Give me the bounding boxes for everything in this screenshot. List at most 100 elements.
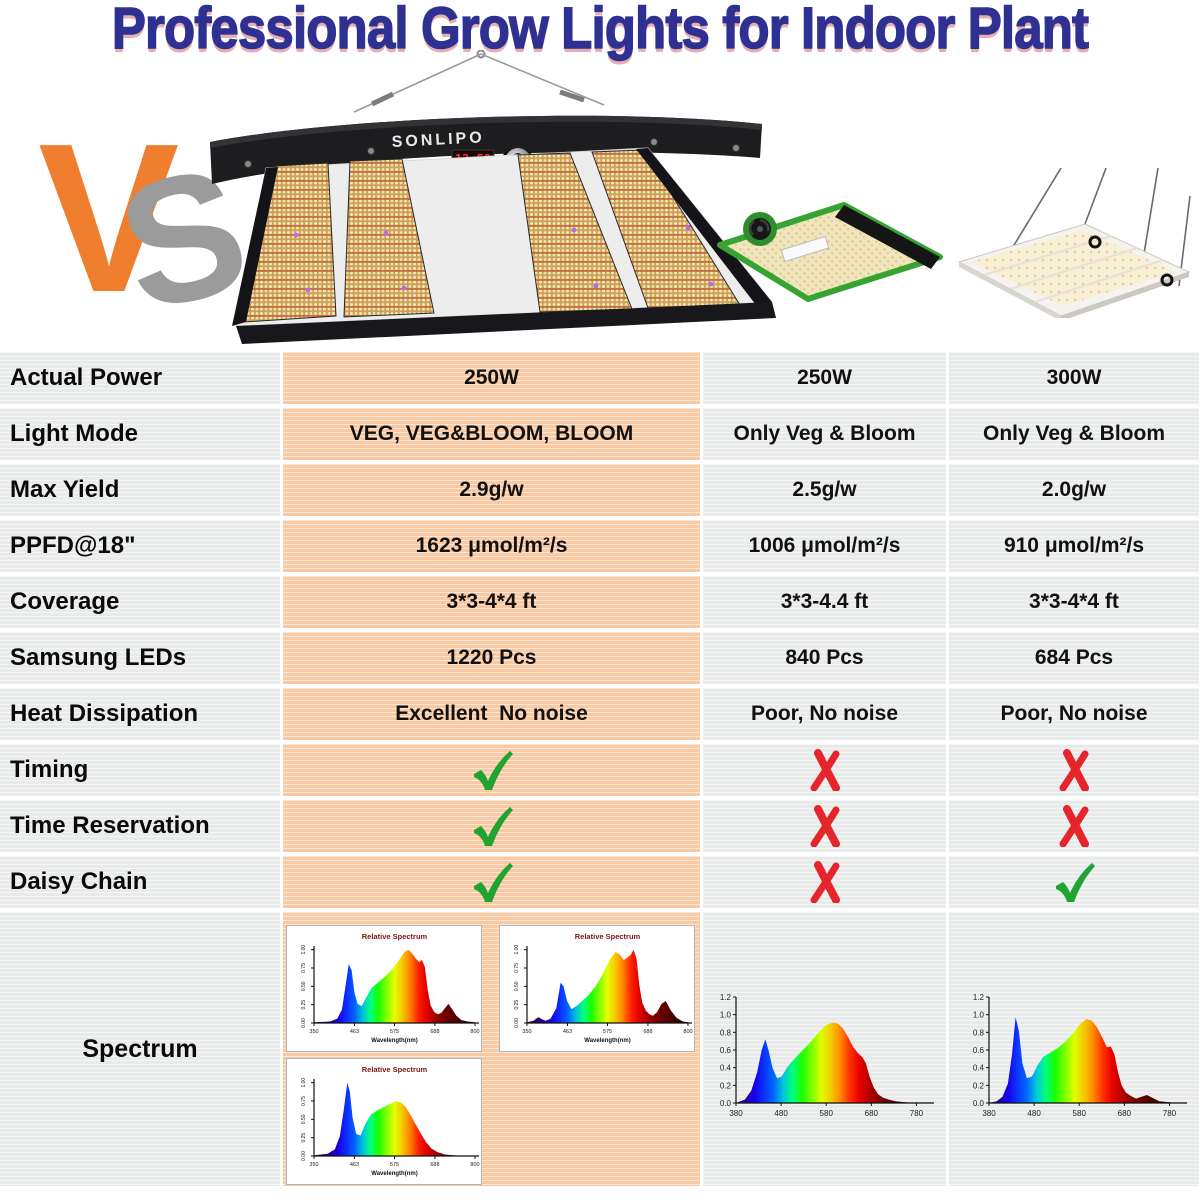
svg-text:350: 350 bbox=[309, 1029, 318, 1035]
cell-competitor-1-daisy-chain bbox=[703, 856, 946, 908]
cell-competitor-2-ppfd-18: 910 μmol/m²/s bbox=[949, 520, 1199, 572]
hook-icons bbox=[1088, 235, 1174, 287]
competitor-2-light-image bbox=[943, 167, 1198, 323]
svg-text:Wavelength(nm): Wavelength(nm) bbox=[371, 1171, 417, 1177]
cell-sonlipo-daisy-chain bbox=[283, 856, 700, 908]
svg-text:1.00: 1.00 bbox=[514, 945, 520, 955]
svg-text:1.0: 1.0 bbox=[720, 1011, 732, 1020]
cell-sonlipo-time-reservation bbox=[283, 800, 700, 852]
spectrum-chart-box: 0.00 0.25 0.50 0.75 1.00 350 463 575 688 800 Relat… bbox=[286, 925, 482, 1052]
bottom-rail bbox=[236, 302, 776, 344]
check-icon bbox=[473, 750, 513, 790]
svg-text:580: 580 bbox=[1073, 1109, 1087, 1118]
check-icon bbox=[473, 806, 513, 846]
led-bars bbox=[243, 149, 741, 323]
svg-text:580: 580 bbox=[820, 1109, 834, 1118]
cross-icon bbox=[1059, 805, 1089, 847]
competitor-2-spectrum: 0.0 0.2 0.4 0.6 0.8 1.0 1.2 380 480 580 680 780 bbox=[973, 993, 1187, 1118]
competitor-1-light-image bbox=[698, 183, 953, 323]
svg-text:1.0: 1.0 bbox=[973, 1011, 985, 1020]
row-label-heat-dissipation: Heat Dissipation bbox=[0, 688, 280, 740]
spec-label-sticker bbox=[780, 235, 830, 263]
row-label-samsung-leds: Samsung LEDs bbox=[0, 632, 280, 684]
vs-letter-v: V bbox=[38, 99, 180, 336]
driver-bar bbox=[835, 205, 940, 269]
svg-text:0.25: 0.25 bbox=[514, 1000, 520, 1010]
cross-icon bbox=[1059, 749, 1089, 791]
svg-text:680: 680 bbox=[1118, 1109, 1132, 1118]
cell-sonlipo-actual-power: 250W bbox=[283, 352, 700, 404]
svg-text:575: 575 bbox=[390, 1162, 399, 1168]
svg-text:0.4: 0.4 bbox=[973, 1064, 985, 1073]
screws bbox=[244, 138, 740, 168]
cell-competitor-2-samsung-leds: 684 Pcs bbox=[949, 632, 1199, 684]
spectrum-label: Spectrum bbox=[82, 1034, 198, 1063]
row-label-actual-power: Actual Power bbox=[0, 352, 280, 404]
svg-text:463: 463 bbox=[350, 1162, 359, 1168]
competitor-2-graphic bbox=[957, 167, 1191, 321]
sonlipo-veg-spectrum: 0.00 0.25 0.50 0.75 1.00 350 463 575 688 800 Relat… bbox=[287, 1059, 481, 1184]
svg-text:780: 780 bbox=[1163, 1109, 1177, 1118]
svg-text:0.75: 0.75 bbox=[301, 1096, 307, 1106]
svg-text:350: 350 bbox=[309, 1162, 318, 1168]
svg-text:1.2: 1.2 bbox=[720, 993, 732, 1002]
svg-text:575: 575 bbox=[390, 1029, 399, 1035]
svg-text:780: 780 bbox=[910, 1109, 924, 1118]
spectrum-label-cell: Spectrum bbox=[0, 912, 280, 1186]
svg-text:575: 575 bbox=[603, 1029, 612, 1035]
cell-competitor-1-light-mode: Only Veg & Bloom bbox=[703, 408, 946, 460]
panel-side-2 bbox=[1061, 272, 1189, 321]
row-label-light-mode: Light Mode bbox=[0, 408, 280, 460]
frame-left bbox=[232, 167, 278, 326]
spectrum-chart-box: 0.0 0.2 0.4 0.6 0.8 1.0 1.2 380 480 580 680 780 bbox=[710, 985, 938, 1130]
svg-text:688: 688 bbox=[643, 1029, 652, 1035]
row-label-daisy-chain: Daisy Chain bbox=[0, 856, 280, 908]
svg-text:0.2: 0.2 bbox=[973, 1081, 985, 1090]
svg-text:480: 480 bbox=[774, 1109, 788, 1118]
svg-text:380: 380 bbox=[982, 1109, 996, 1118]
svg-text:380: 380 bbox=[729, 1109, 743, 1118]
check-icon bbox=[1056, 862, 1095, 902]
cell-competitor-1-timing bbox=[703, 744, 946, 796]
housing-highlight bbox=[210, 115, 762, 148]
svg-text:0.6: 0.6 bbox=[720, 1046, 732, 1055]
row-label-time-reservation: Time Reservation bbox=[0, 800, 280, 852]
svg-text:0.50: 0.50 bbox=[301, 981, 307, 991]
cell-competitor-2-actual-power: 300W bbox=[949, 352, 1199, 404]
svg-text:0.6: 0.6 bbox=[973, 1046, 985, 1055]
svg-text:0.0: 0.0 bbox=[973, 1099, 985, 1108]
svg-text:0.75: 0.75 bbox=[514, 963, 520, 973]
cell-competitor-1-max-yield: 2.5g/w bbox=[703, 464, 946, 516]
competitor-1-spectrum: 0.0 0.2 0.4 0.6 0.8 1.0 1.2 380 480 580 680 780 bbox=[720, 993, 934, 1118]
svg-text:1.00: 1.00 bbox=[301, 945, 307, 955]
svg-text:0.2: 0.2 bbox=[720, 1081, 732, 1090]
competitor-1-graphic bbox=[717, 202, 943, 302]
uv-diodes bbox=[293, 225, 714, 293]
cross-icon bbox=[810, 805, 840, 847]
cell-sonlipo-ppfd-18: 1623 μmol/m²/s bbox=[283, 520, 700, 572]
svg-text:463: 463 bbox=[350, 1029, 359, 1035]
svg-text:Relative Spectrum: Relative Spectrum bbox=[362, 1065, 428, 1074]
cell-sonlipo-heat-dissipation: Excellent No noise bbox=[283, 688, 700, 740]
sonlipo-grow-light-image: SONLIPO 12:59 bbox=[196, 49, 776, 355]
svg-text:Relative Spectrum: Relative Spectrum bbox=[575, 932, 641, 941]
svg-text:0.25: 0.25 bbox=[301, 1133, 307, 1143]
cell-competitor-2-daisy-chain bbox=[949, 856, 1199, 908]
row-label-max-yield: Max Yield bbox=[0, 464, 280, 516]
svg-text:0.50: 0.50 bbox=[301, 1114, 307, 1124]
cell-sonlipo-light-mode: VEG, VEG&BLOOM, BLOOM bbox=[283, 408, 700, 460]
spectrum-sonlipo-cell: 0.00 0.25 0.50 0.75 1.00 350 463 575 688 800 Relat… bbox=[283, 912, 700, 1186]
check-icon bbox=[473, 862, 513, 902]
cell-competitor-1-ppfd-18: 1006 μmol/m²/s bbox=[703, 520, 946, 572]
spectrum-competitor-1-cell: 0.0 0.2 0.4 0.6 0.8 1.0 1.2 380 480 580 680 780 bbox=[703, 912, 946, 1186]
cell-competitor-1-heat-dissipation: Poor, No noise bbox=[703, 688, 946, 740]
svg-text:480: 480 bbox=[1027, 1109, 1041, 1118]
spectrum-competitor-2-cell: 0.0 0.2 0.4 0.6 0.8 1.0 1.2 380 480 580 680 780 bbox=[949, 912, 1199, 1186]
row-label-ppfd-18: PPFD@18" bbox=[0, 520, 280, 572]
cell-sonlipo-coverage: 3*3-4*4 ft bbox=[283, 576, 700, 628]
svg-text:0.75: 0.75 bbox=[301, 963, 307, 973]
cross-icon bbox=[810, 861, 840, 903]
svg-text:800: 800 bbox=[470, 1162, 479, 1168]
svg-text:0.00: 0.00 bbox=[301, 1018, 307, 1028]
